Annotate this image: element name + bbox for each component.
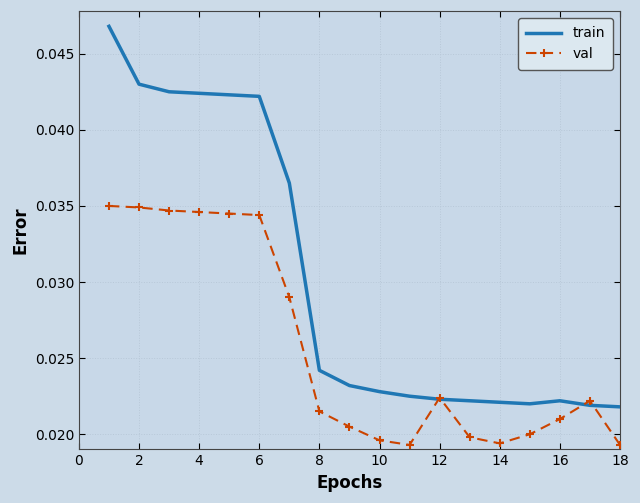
train xyxy=(526,401,534,407)
val xyxy=(135,204,143,210)
Y-axis label: Error: Error xyxy=(11,206,29,254)
train xyxy=(616,404,624,410)
val xyxy=(376,437,383,443)
X-axis label: Epochs: Epochs xyxy=(316,474,383,492)
train xyxy=(586,402,594,408)
train xyxy=(496,399,504,405)
train xyxy=(225,92,233,98)
Legend: train, val: train, val xyxy=(518,18,613,70)
train xyxy=(406,393,413,399)
train xyxy=(255,94,263,100)
Line: train: train xyxy=(109,26,620,407)
val xyxy=(586,398,594,404)
train xyxy=(376,389,383,395)
train xyxy=(316,367,323,373)
val xyxy=(466,434,474,440)
val xyxy=(195,209,203,215)
Line: val: val xyxy=(105,202,624,449)
train xyxy=(105,23,113,29)
train xyxy=(466,398,474,404)
val xyxy=(526,431,534,437)
val xyxy=(105,203,113,209)
train xyxy=(346,382,353,388)
val xyxy=(406,442,413,448)
train xyxy=(285,180,293,186)
val xyxy=(285,294,293,300)
train xyxy=(556,398,564,404)
train xyxy=(436,396,444,402)
val xyxy=(556,416,564,422)
val xyxy=(225,211,233,217)
val xyxy=(436,395,444,401)
val xyxy=(165,207,173,213)
train xyxy=(135,81,143,87)
train xyxy=(165,89,173,95)
val xyxy=(255,212,263,218)
val xyxy=(316,408,323,414)
val xyxy=(616,442,624,448)
train xyxy=(195,90,203,96)
val xyxy=(346,424,353,430)
val xyxy=(496,440,504,446)
